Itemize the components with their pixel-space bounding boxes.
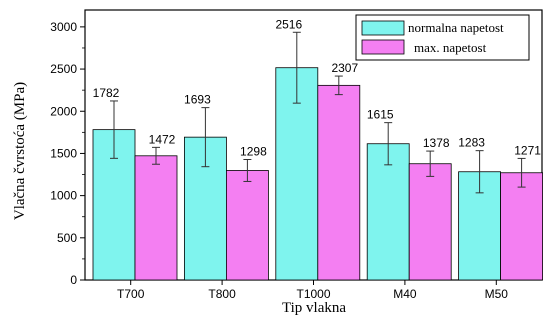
- value-label: 1283: [458, 136, 485, 150]
- y-axis: 0 500 1000 1500 2000 2500 3000: [50, 20, 85, 287]
- value-label: 1271: [514, 143, 541, 157]
- error-bars: [110, 31, 526, 194]
- x-tick-label: M50: [485, 287, 509, 301]
- x-tick-label: M40: [393, 287, 417, 301]
- y-tick-label: 2000: [50, 104, 77, 118]
- x-axis-title: Tip vlakna: [282, 300, 346, 316]
- value-labels: 1782 1472 1693 1298 2516 2307 1615 1378 1283 1271: [93, 17, 542, 158]
- value-label: 1298: [240, 145, 267, 159]
- value-label: 1615: [367, 108, 394, 122]
- x-tick-label: T1000: [296, 287, 330, 301]
- y-tick-label: 0: [70, 273, 77, 287]
- value-label: 2307: [331, 61, 358, 75]
- y-tick-label: 2500: [50, 62, 77, 76]
- y-tick-label: 3000: [50, 20, 77, 34]
- legend-swatch-normalna: [361, 20, 405, 36]
- y-tick-label: 500: [57, 231, 77, 245]
- bar-max-t1000: [317, 84, 361, 281]
- value-label: 1378: [423, 136, 450, 150]
- bars: [92, 67, 544, 281]
- legend: normalna napetost max. napetost: [355, 14, 530, 61]
- bar-max-m50: [500, 172, 544, 281]
- y-tick-label: 1000: [50, 189, 77, 203]
- bar-normalna-m40: [366, 143, 410, 281]
- x-tick-label: T800: [208, 287, 236, 301]
- y-axis-title: Vlačna čvrstoća (MPa): [12, 82, 28, 220]
- bar-max-m40: [408, 163, 452, 281]
- value-label: 1472: [149, 132, 176, 146]
- bar-max-t800: [225, 170, 269, 281]
- legend-label-max: max. napetost: [414, 40, 487, 55]
- x-axis: T700 T800 T1000 M40 M50: [117, 280, 508, 301]
- value-label: 2516: [275, 17, 302, 31]
- x-tick-label: T700: [117, 287, 145, 301]
- y-tick-label: 1500: [50, 146, 77, 160]
- bar-max-t700: [134, 155, 178, 281]
- legend-swatch-max: [361, 39, 405, 55]
- value-label: 1782: [93, 86, 120, 100]
- value-label: 1693: [184, 93, 211, 107]
- legend-label-normalna: normalna napetost: [408, 20, 504, 35]
